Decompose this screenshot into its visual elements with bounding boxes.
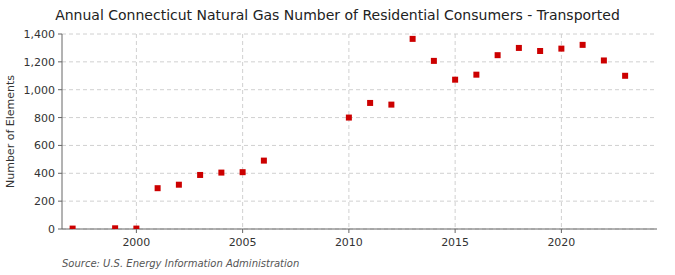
point (537, 48, 543, 54)
tick-mark (455, 229, 456, 233)
chart: Annual Connecticut Natural Gas Number of… (0, 0, 675, 275)
point (495, 52, 501, 58)
tick-mark (58, 145, 62, 146)
tick-mark (58, 61, 62, 62)
point (346, 115, 352, 121)
title: Annual Connecticut Natural Gas Number of… (55, 7, 620, 23)
x-axis-line (62, 229, 657, 230)
point (431, 58, 437, 64)
tick-label: 0 (48, 223, 55, 236)
tick-label: 2010 (335, 236, 363, 249)
tick-label: 2015 (441, 236, 469, 249)
tick-mark (242, 229, 243, 233)
tick-label: 400 (34, 167, 55, 180)
grid-line (62, 201, 657, 202)
point (410, 36, 416, 42)
tick-mark (561, 229, 562, 233)
point (155, 185, 161, 191)
y-axis-line (62, 34, 63, 229)
point (580, 42, 586, 48)
point (133, 226, 139, 229)
points (70, 36, 629, 229)
point (112, 225, 118, 229)
grid-line (348, 34, 349, 229)
grid-line (62, 173, 657, 174)
grid-line (242, 34, 243, 229)
grid-line (455, 34, 456, 229)
grid-line (561, 34, 562, 229)
point (516, 45, 522, 51)
tick-label: 2005 (229, 236, 257, 249)
tick-label: 600 (34, 139, 55, 152)
point (452, 77, 458, 83)
point (367, 100, 373, 106)
tick-mark (58, 229, 62, 230)
tick-mark (58, 89, 62, 90)
grid (62, 34, 657, 229)
grid-line (136, 34, 137, 229)
tick-mark (58, 117, 62, 118)
point (261, 158, 267, 164)
tick-mark (136, 229, 137, 233)
point (70, 226, 76, 229)
point (558, 46, 564, 52)
tick-mark (348, 229, 349, 233)
point (176, 182, 182, 188)
tick-label: 800 (34, 112, 55, 125)
point (197, 172, 203, 178)
grid-line (62, 34, 657, 35)
point (622, 73, 628, 79)
tick-label: 2020 (547, 236, 575, 249)
point (218, 170, 224, 176)
axes: 0 200 400 600 800 1,000 1,200 1,400 2000 2005 2010… (24, 28, 658, 249)
point (601, 57, 607, 63)
grid-line (62, 61, 657, 62)
tick-label: 1,400 (24, 28, 56, 41)
grid-line (62, 117, 657, 118)
tick-label: 2000 (122, 236, 150, 249)
tick-label: 1,000 (24, 84, 56, 97)
tick-label: 1,200 (24, 56, 56, 69)
tick-mark (58, 173, 62, 174)
tick-mark (58, 201, 62, 202)
grid-line (62, 89, 657, 90)
grid-line (62, 229, 657, 230)
tick-label: 200 (34, 195, 55, 208)
point (473, 72, 479, 78)
point (240, 169, 246, 175)
source: Source: U.S. Energy Information Administ… (62, 258, 299, 269)
point (388, 102, 394, 108)
y-axis-label: Number of Elements (4, 75, 17, 188)
tick-mark (58, 34, 62, 35)
grid-line (62, 145, 657, 146)
